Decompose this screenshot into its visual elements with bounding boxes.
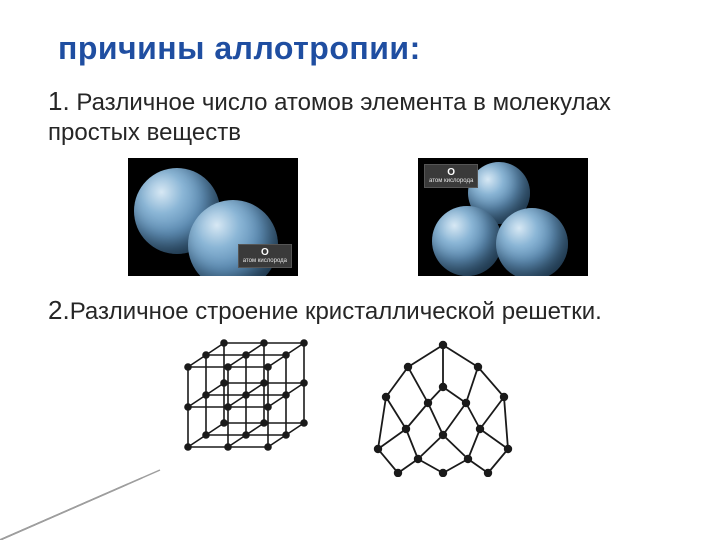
slide: причины аллотропии: 1. Различное число а… [0, 0, 720, 540]
atom-sphere [432, 206, 502, 276]
molecule-row: O атом кислорода O атом кислорода [128, 158, 672, 276]
lattice-diamond [358, 337, 528, 477]
point-1-text: Различное число атомов элемента в молеку… [48, 89, 611, 146]
atom-label: O атом кислорода [238, 244, 292, 268]
lattice-row [168, 337, 672, 477]
corner-decoration [0, 450, 180, 540]
atom-sphere [496, 208, 568, 276]
point-2: 2.Различное строение кристаллической реш… [48, 294, 672, 327]
atom-label-text: атом кислорода [429, 178, 473, 184]
point-2-text: Различное строение кристаллической решет… [70, 298, 602, 325]
atom-symbol: O [429, 167, 473, 178]
point-2-number: 2. [48, 295, 70, 325]
molecule-o3: O атом кислорода [418, 158, 588, 276]
point-1-number: 1. [48, 86, 70, 116]
slide-title: причины аллотропии: [58, 30, 672, 67]
point-1: 1. Различное число атомов элемента в мол… [48, 85, 672, 148]
molecule-o2: O атом кислорода [128, 158, 298, 276]
lattice-cubic [168, 337, 318, 467]
atom-label-text: атом кислорода [243, 258, 287, 264]
atom-label: O атом кислорода [424, 164, 478, 188]
atom-symbol: O [243, 247, 287, 258]
